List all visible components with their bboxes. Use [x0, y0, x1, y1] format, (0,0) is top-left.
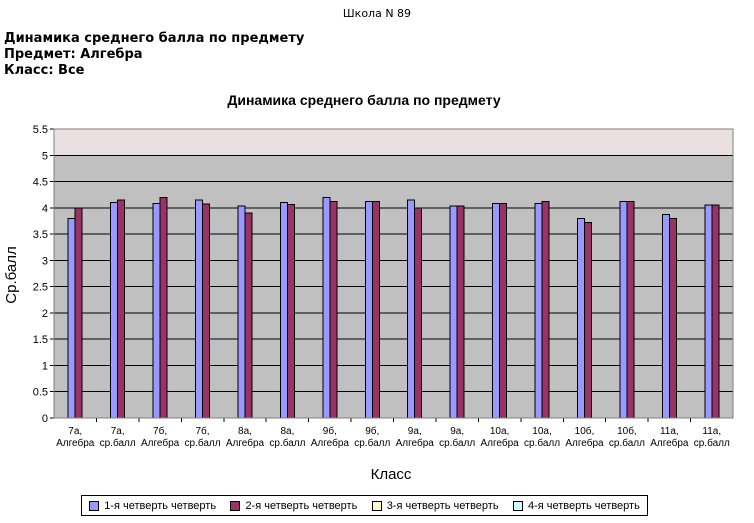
y-tick-label: 1: [42, 360, 48, 372]
legend-item-q4: 4-я четверть четверть: [512, 499, 640, 512]
bar: [583, 222, 592, 419]
bar: [74, 207, 83, 419]
plot-border: [53, 128, 734, 419]
bar: [619, 201, 628, 419]
bar: [499, 203, 508, 419]
bar: [279, 202, 288, 419]
y-tick-label: 4.5: [33, 177, 48, 189]
legend-swatch-q4: [512, 500, 523, 511]
x-tick-label: 10а, ср.балл: [524, 426, 560, 449]
x-tick-label: 7б, Алгебра: [141, 425, 180, 449]
x-tick-label: 7а, ср.балл: [100, 426, 136, 449]
y-tick-label: 2: [42, 308, 48, 320]
school-name: Школа N 89: [342, 7, 412, 20]
bar: [541, 201, 550, 419]
y-tick-label: 5.5: [33, 124, 48, 136]
bar: [322, 196, 331, 419]
bar: [195, 199, 204, 419]
report-title: Динамика среднего балла по предмету: [4, 31, 305, 46]
x-tick-label: 9а, ср.балл: [439, 426, 475, 449]
legend: 1-я четверть четверть 2-я четверть четве…: [81, 495, 648, 516]
bars: [67, 196, 720, 419]
bar: [534, 203, 543, 419]
axes: [53, 128, 734, 419]
bar: [456, 205, 465, 419]
y-tick-label: 0.5: [33, 387, 48, 399]
bar: [152, 203, 161, 419]
x-tick-label: 11а, Алгебра: [650, 426, 689, 449]
y-tick-label: 2.5: [33, 282, 48, 294]
chart-title: Динамика среднего балла по предмету: [227, 92, 500, 108]
x-tick-label: 10б, Алгебра: [565, 425, 604, 449]
legend-item-q3: 3-я четверть четверть: [371, 499, 499, 512]
legend-swatch-q2: [230, 500, 241, 511]
x-tick-label: 9б, ср.балл: [354, 425, 390, 449]
bar: [407, 199, 416, 419]
y-tick-label: 3.5: [33, 229, 48, 241]
x-tick-label: 10б, ср.балл: [609, 425, 645, 449]
report-class: Класс: Все: [4, 63, 85, 78]
bar: [492, 203, 501, 419]
bar: [364, 201, 373, 419]
x-tick-label: 8а, Алгебра: [226, 426, 265, 449]
bar: [67, 217, 76, 419]
bar: [626, 201, 635, 419]
bar: [704, 204, 713, 419]
y-tick-label: 1.5: [33, 334, 48, 346]
x-tick-label: 10а, Алгебра: [480, 426, 519, 449]
x-axis-label: Класс: [371, 466, 412, 483]
legend-item-q1: 1-я четверть четверть: [89, 500, 216, 512]
bar: [117, 199, 126, 419]
y-tick-label: 0: [42, 413, 48, 425]
bar: [661, 214, 670, 419]
bar: [668, 217, 677, 419]
x-tick-label: 7б, ср.балл: [184, 425, 220, 449]
plot-top-band: [54, 129, 733, 156]
y-tick-label: 5: [42, 150, 48, 162]
bar: [414, 207, 423, 419]
legend-label-q4: 4-я четверть четверть: [527, 499, 640, 512]
bar: [110, 202, 119, 419]
legend-label-q1: 1-я четверть четверть: [104, 499, 217, 512]
legend-item-q2: 2-я четверть четверть: [230, 500, 357, 512]
x-tick-label: 7а, Алгебра: [56, 426, 95, 449]
y-tick-label: 4: [42, 203, 48, 215]
y-tick-label: 3: [42, 255, 48, 267]
bar: [576, 217, 585, 419]
bar: [711, 204, 720, 419]
legend-label-q3: 3-я четверть четверть: [386, 499, 499, 512]
bar: [449, 205, 458, 419]
legend-label-q2: 2-я четверть четверть: [245, 499, 358, 512]
y-axis-label: Ср.балл: [3, 246, 20, 303]
x-tick-label: 8а, ср.балл: [269, 426, 305, 449]
bar: [329, 201, 338, 419]
y-tick-labels: 0 0.5 1 1.5 2 2.5 3 3.5 4 4.5 5 5.5: [33, 124, 48, 425]
bar: [371, 201, 380, 419]
x-tick-label: 11а, ср.балл: [694, 426, 730, 449]
bar: [244, 212, 253, 419]
bar: [202, 203, 211, 419]
bar: [237, 205, 246, 419]
legend-swatch-q3: [371, 500, 382, 511]
bar: [159, 196, 168, 419]
bar: [286, 204, 295, 419]
report-subject: Предмет: Алгебра: [4, 47, 143, 62]
x-tick-label: 9а, Алгебра: [396, 426, 435, 449]
x-tick-label: 9б, Алгебра: [311, 425, 350, 449]
legend-swatch-q1: [89, 500, 100, 511]
